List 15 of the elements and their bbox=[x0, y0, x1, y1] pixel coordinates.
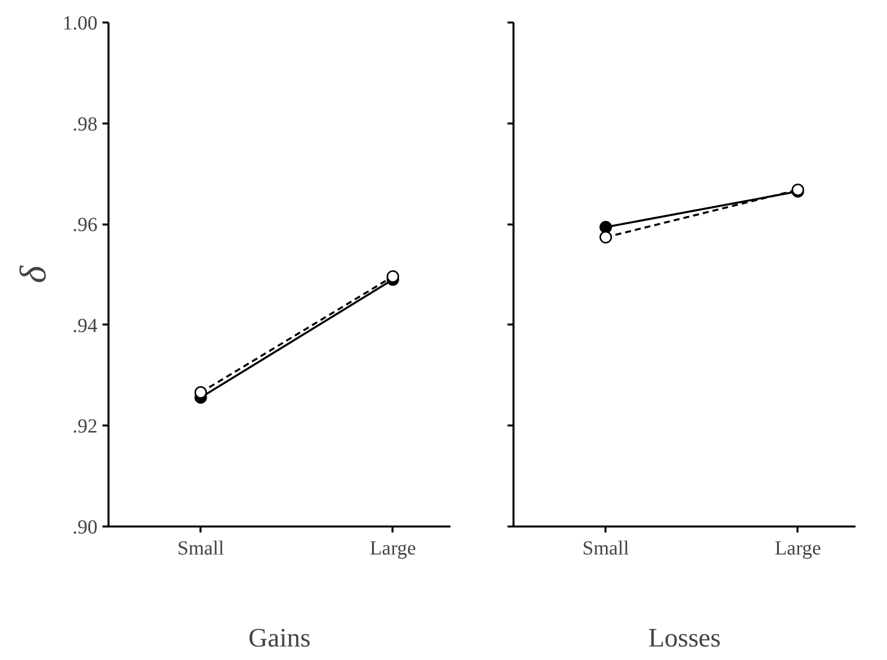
x-tick-label: Small bbox=[582, 538, 630, 560]
y-tick-label: 1.00 bbox=[62, 12, 98, 34]
y-tick-label: .98 bbox=[72, 113, 98, 136]
y-tick-label: .90 bbox=[72, 516, 98, 538]
y-tick-label: .94 bbox=[72, 314, 98, 337]
x-tick-label: Large bbox=[774, 538, 822, 560]
x-axis-title: Gains bbox=[248, 622, 311, 652]
x-tick-label: Small bbox=[177, 538, 225, 560]
x-axis-title: Losses bbox=[648, 622, 721, 652]
y-axis-title: δ bbox=[14, 265, 54, 284]
point bbox=[386, 270, 400, 283]
y-tick-label: .96 bbox=[72, 214, 98, 236]
point bbox=[194, 386, 207, 399]
x-tick-label: Large bbox=[370, 538, 416, 560]
y-tick-label: .92 bbox=[72, 416, 98, 438]
